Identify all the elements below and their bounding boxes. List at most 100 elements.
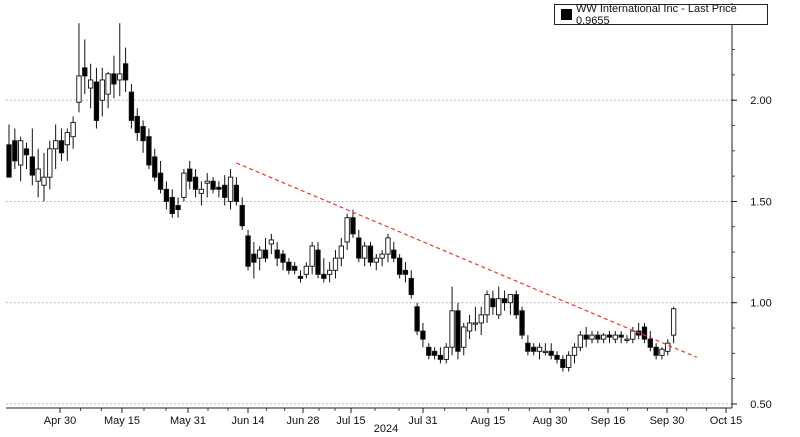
candle [583, 327, 589, 348]
candle-body-down [58, 140, 65, 154]
candle-body-down [531, 346, 537, 352]
y-tick-label: 0.50 [750, 399, 771, 411]
candle-body-down [280, 253, 286, 263]
candle [560, 355, 566, 372]
candle-body-down [356, 237, 362, 259]
candle [443, 343, 449, 364]
candle-body-down [12, 140, 18, 162]
candle-body-down [455, 310, 461, 352]
candle [239, 197, 245, 230]
candle-body-up [268, 239, 274, 245]
candle-body-down [501, 298, 508, 304]
candle-body-up [659, 348, 665, 356]
candle-body-up [303, 265, 309, 275]
legend: WW International Inc - Last Price 0.9655 [554, 3, 768, 27]
candles [6, 23, 677, 372]
candle-body-down [239, 205, 245, 227]
candle-body-down [175, 205, 181, 211]
candle-body-down [554, 354, 560, 360]
candle-body-down [192, 176, 199, 190]
candle-body-down [408, 277, 414, 296]
candle-body-up [379, 253, 385, 259]
candle [647, 331, 653, 352]
candle [245, 229, 251, 271]
candle [525, 335, 531, 356]
candle [513, 290, 519, 319]
candle [466, 314, 473, 340]
candle [210, 177, 216, 194]
candle-body-up [624, 338, 630, 341]
candle-body-up [449, 310, 455, 348]
candle [146, 128, 152, 170]
x-tick-label: Jul 15 [336, 415, 365, 427]
candle [595, 331, 601, 344]
candle [134, 108, 140, 141]
candle-body-down [82, 67, 88, 77]
candle-body-down [414, 306, 420, 332]
candle-body-up [257, 249, 263, 259]
candle [606, 331, 613, 344]
candle-body-up [344, 217, 350, 243]
candle-body-up [466, 322, 473, 332]
candle-body-down [618, 334, 624, 338]
candle-body-down [146, 136, 152, 166]
candle [344, 213, 350, 251]
candle [571, 343, 578, 364]
candle [303, 262, 309, 279]
candle-body-down [402, 269, 409, 275]
candle-body-up [472, 322, 479, 325]
candle-body-up [198, 188, 205, 194]
candle [566, 351, 572, 372]
candle [641, 322, 648, 344]
candle-body-down [187, 168, 193, 182]
candle [152, 148, 158, 182]
candle-body-down [426, 346, 432, 356]
y-tick-label: 1.00 [750, 298, 771, 310]
x-axis: Apr 30 May 15 May 31 Jun 14 Jun 28 Jul 15 Jul … [44, 408, 742, 427]
candle-body-down [216, 186, 222, 190]
candle [624, 335, 630, 344]
candle-body-down [653, 346, 659, 356]
candle-body-up [70, 122, 76, 138]
candle [76, 23, 82, 113]
candle-body-up [64, 132, 70, 146]
candle-body-up [204, 180, 210, 184]
candle-body-up [670, 308, 677, 336]
candle [356, 229, 362, 263]
candle [542, 343, 549, 356]
candle-body-up [117, 73, 123, 81]
candle [70, 116, 76, 149]
candle [577, 331, 583, 352]
candle [455, 302, 461, 360]
candle [47, 140, 53, 190]
candle-body-down [163, 188, 170, 202]
candle-body-down [583, 334, 589, 340]
candle [117, 23, 123, 97]
candle-body-down [391, 249, 397, 259]
candle [321, 258, 327, 283]
candle [408, 270, 414, 299]
candle-body-down [169, 196, 175, 215]
candle [140, 120, 146, 153]
candle-body-down [286, 261, 292, 271]
candle-body-down [222, 184, 228, 198]
candle-body-down [513, 294, 519, 316]
candle-body-down [519, 310, 525, 336]
candle [350, 209, 356, 238]
candle-body-up [507, 294, 514, 304]
candle [198, 181, 205, 206]
candle-body-down [431, 350, 438, 356]
candle [105, 71, 111, 109]
candle [402, 262, 409, 283]
x-tick-label: Sep 16 [591, 415, 626, 427]
candle-body-down [595, 334, 601, 340]
candle [472, 306, 479, 332]
candle [122, 47, 129, 93]
candle-body-down [140, 126, 146, 142]
candle-body-up [105, 73, 111, 95]
candle [501, 290, 508, 311]
candle-body-down [210, 180, 216, 190]
candle [548, 343, 554, 360]
candle-body-down [560, 358, 566, 368]
candle-body-up [496, 298, 502, 316]
